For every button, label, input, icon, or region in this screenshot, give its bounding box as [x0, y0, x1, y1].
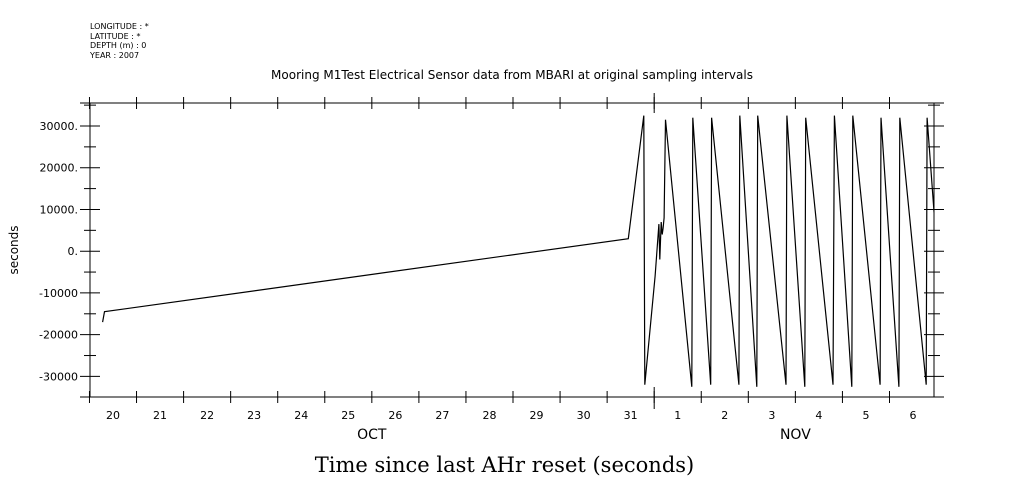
- y-tick-label: 10000.: [40, 203, 79, 216]
- latitude-label: LATITUDE : *: [90, 31, 141, 41]
- metadata-block: LONGITUDE : * LATITUDE : * DEPTH (m) : 0…: [90, 22, 149, 60]
- x-tick-label: 20: [106, 409, 120, 422]
- y-tick-label: -10000: [39, 287, 78, 300]
- y-tick-label: -30000: [39, 370, 78, 383]
- tick-labels-layer: 30000. 20000. 10000. 0. -10000 -20000 -30000 20…: [39, 120, 916, 443]
- x-tick-label: 3: [768, 409, 775, 422]
- x-tick-label: 28: [482, 409, 496, 422]
- x-tick-label: 4: [815, 409, 822, 422]
- y-tick-label: 20000.: [40, 162, 79, 175]
- x-tick-label: 2: [721, 409, 728, 422]
- ticks-layer: [80, 93, 944, 409]
- x-tick-label: 1: [674, 409, 681, 422]
- month-label: OCT: [357, 427, 387, 443]
- year-label: YEAR : 2007: [90, 50, 140, 60]
- x-tick-label: 6: [910, 409, 917, 422]
- x-tick-label: 31: [624, 409, 638, 422]
- x-tick-label: 27: [435, 409, 449, 422]
- series-layer: [102, 115, 934, 387]
- x-tick-label: 24: [294, 409, 308, 422]
- y-tick-label: 30000.: [40, 120, 79, 133]
- y-axis-label: seconds: [7, 225, 21, 274]
- series-line-0: [102, 115, 934, 387]
- x-tick-label: 30: [577, 409, 591, 422]
- chart-title: Mooring M1Test Electrical Sensor data fr…: [271, 68, 753, 82]
- y-tick-label: -20000: [39, 329, 78, 342]
- footer-title: Time since last AHr reset (seconds): [314, 453, 695, 477]
- x-tick-label: 5: [862, 409, 869, 422]
- plot-frame: [89, 102, 935, 398]
- y-tick-label: 0.: [68, 245, 79, 258]
- x-tick-label: 26: [388, 409, 402, 422]
- x-tick-label: 23: [247, 409, 261, 422]
- x-tick-label: 29: [530, 409, 544, 422]
- month-label: NOV: [780, 427, 811, 443]
- x-tick-label: 22: [200, 409, 214, 422]
- x-tick-label: 25: [341, 409, 355, 422]
- longitude-label: LONGITUDE : *: [90, 22, 149, 31]
- depth-label: DEPTH (m) : 0: [90, 41, 147, 50]
- x-tick-label: 21: [153, 409, 167, 422]
